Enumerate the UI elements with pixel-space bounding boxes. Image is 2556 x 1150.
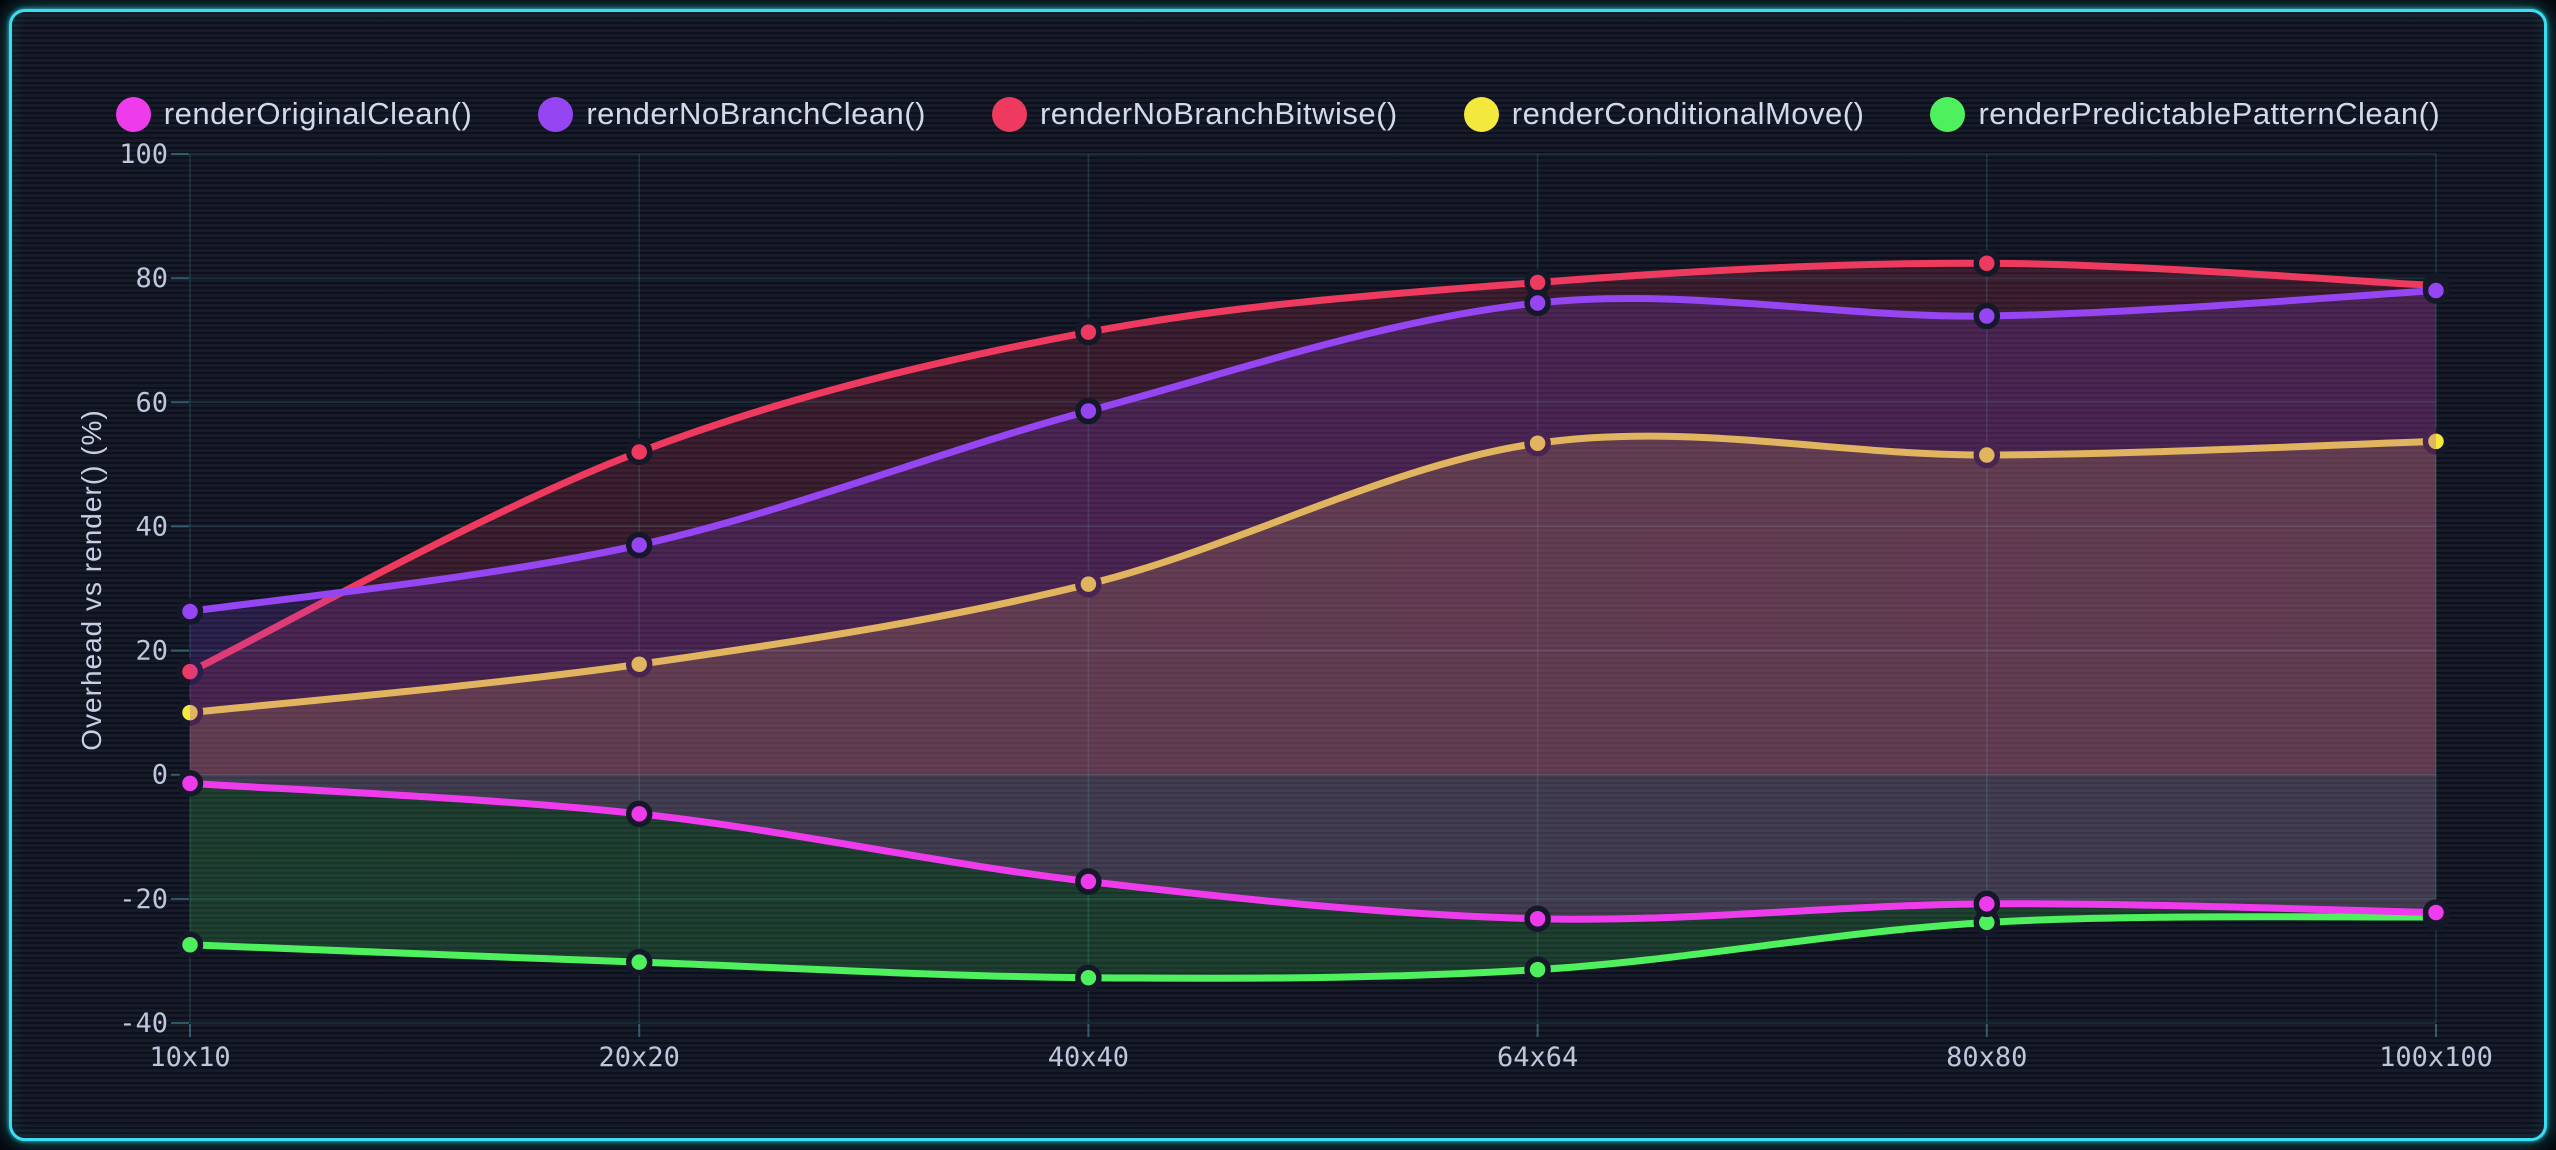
legend-swatch-icon bbox=[538, 96, 574, 132]
legend-swatch-icon bbox=[991, 96, 1027, 132]
x-tick-label: 100x100 bbox=[2379, 1042, 2493, 1073]
series-line bbox=[186, 287, 2440, 615]
data-point[interactable] bbox=[176, 931, 204, 959]
data-point[interactable] bbox=[625, 650, 653, 678]
legend-label: renderNoBranchClean() bbox=[586, 96, 926, 131]
x-tick-label: 20x20 bbox=[599, 1042, 680, 1073]
series-line bbox=[186, 259, 2440, 676]
legend-swatch-icon bbox=[1463, 96, 1499, 132]
data-point[interactable] bbox=[176, 598, 204, 625]
x-tick-label: 40x40 bbox=[1048, 1042, 1129, 1073]
y-tick-label: 80 bbox=[135, 263, 168, 294]
data-point[interactable] bbox=[1973, 441, 2001, 469]
legend-item[interactable]: renderNoBranchClean() bbox=[538, 96, 926, 132]
y-tick-label: 20 bbox=[135, 636, 168, 667]
data-point[interactable] bbox=[1524, 956, 1551, 983]
data-point[interactable] bbox=[176, 658, 204, 685]
y-tick-label: 40 bbox=[135, 511, 168, 542]
data-point[interactable] bbox=[1524, 430, 1551, 457]
legend-label: renderOriginalClean() bbox=[163, 96, 473, 131]
data-point[interactable] bbox=[1075, 397, 1102, 425]
x-tick-label: 64x64 bbox=[1497, 1042, 1578, 1073]
data-point[interactable] bbox=[1973, 890, 2001, 918]
data-point[interactable] bbox=[1524, 905, 1551, 932]
y-axis-title: Overhead vs render() (%) bbox=[76, 409, 107, 751]
series-area bbox=[190, 436, 2436, 775]
legend-label: renderPredictablePatternClean() bbox=[1978, 96, 2441, 131]
data-point[interactable] bbox=[625, 948, 653, 976]
data-point[interactable] bbox=[2422, 899, 2450, 926]
y-tick-label: 60 bbox=[135, 387, 168, 418]
data-point[interactable] bbox=[176, 699, 204, 726]
data-point[interactable] bbox=[1973, 302, 2001, 330]
legend-label: renderConditionalMove() bbox=[1511, 96, 1865, 131]
series-area bbox=[190, 290, 2436, 775]
data-point[interactable] bbox=[2422, 428, 2450, 455]
legend-swatch-icon bbox=[115, 96, 151, 132]
data-point[interactable] bbox=[625, 438, 653, 466]
data-point[interactable] bbox=[1524, 289, 1551, 317]
y-tick-label: -40 bbox=[119, 1008, 168, 1039]
data-point[interactable] bbox=[1973, 249, 2001, 277]
data-point[interactable] bbox=[1075, 570, 1102, 598]
legend-item[interactable]: renderPredictablePatternClean() bbox=[1930, 96, 2440, 132]
series-line bbox=[186, 432, 2440, 717]
data-point[interactable] bbox=[625, 800, 653, 828]
data-point[interactable] bbox=[1075, 964, 1102, 991]
y-tick-label: 100 bbox=[119, 139, 168, 170]
series-line bbox=[186, 913, 2440, 982]
legend-label: renderNoBranchBitwise() bbox=[1039, 96, 1398, 131]
data-point[interactable] bbox=[176, 770, 204, 797]
data-point[interactable] bbox=[1075, 868, 1102, 895]
x-tick-label: 80x80 bbox=[1946, 1042, 2027, 1073]
data-point[interactable] bbox=[1075, 318, 1102, 346]
series-area bbox=[190, 774, 2436, 920]
legend-item[interactable]: renderConditionalMove() bbox=[1463, 96, 1865, 132]
chart-legend: renderOriginalClean() renderNoBranchClean… bbox=[0, 96, 2556, 132]
x-tick-label: 10x10 bbox=[149, 1042, 230, 1073]
series-area bbox=[190, 263, 2436, 775]
data-point[interactable] bbox=[625, 531, 653, 559]
y-tick-label: 0 bbox=[152, 760, 168, 791]
y-tick-label: -20 bbox=[119, 884, 168, 915]
legend-item[interactable]: renderNoBranchBitwise() bbox=[991, 96, 1398, 132]
legend-swatch-icon bbox=[1930, 96, 1966, 132]
series-line bbox=[186, 779, 2440, 923]
data-point[interactable] bbox=[2422, 277, 2450, 304]
legend-item[interactable]: renderOriginalClean() bbox=[115, 96, 473, 132]
